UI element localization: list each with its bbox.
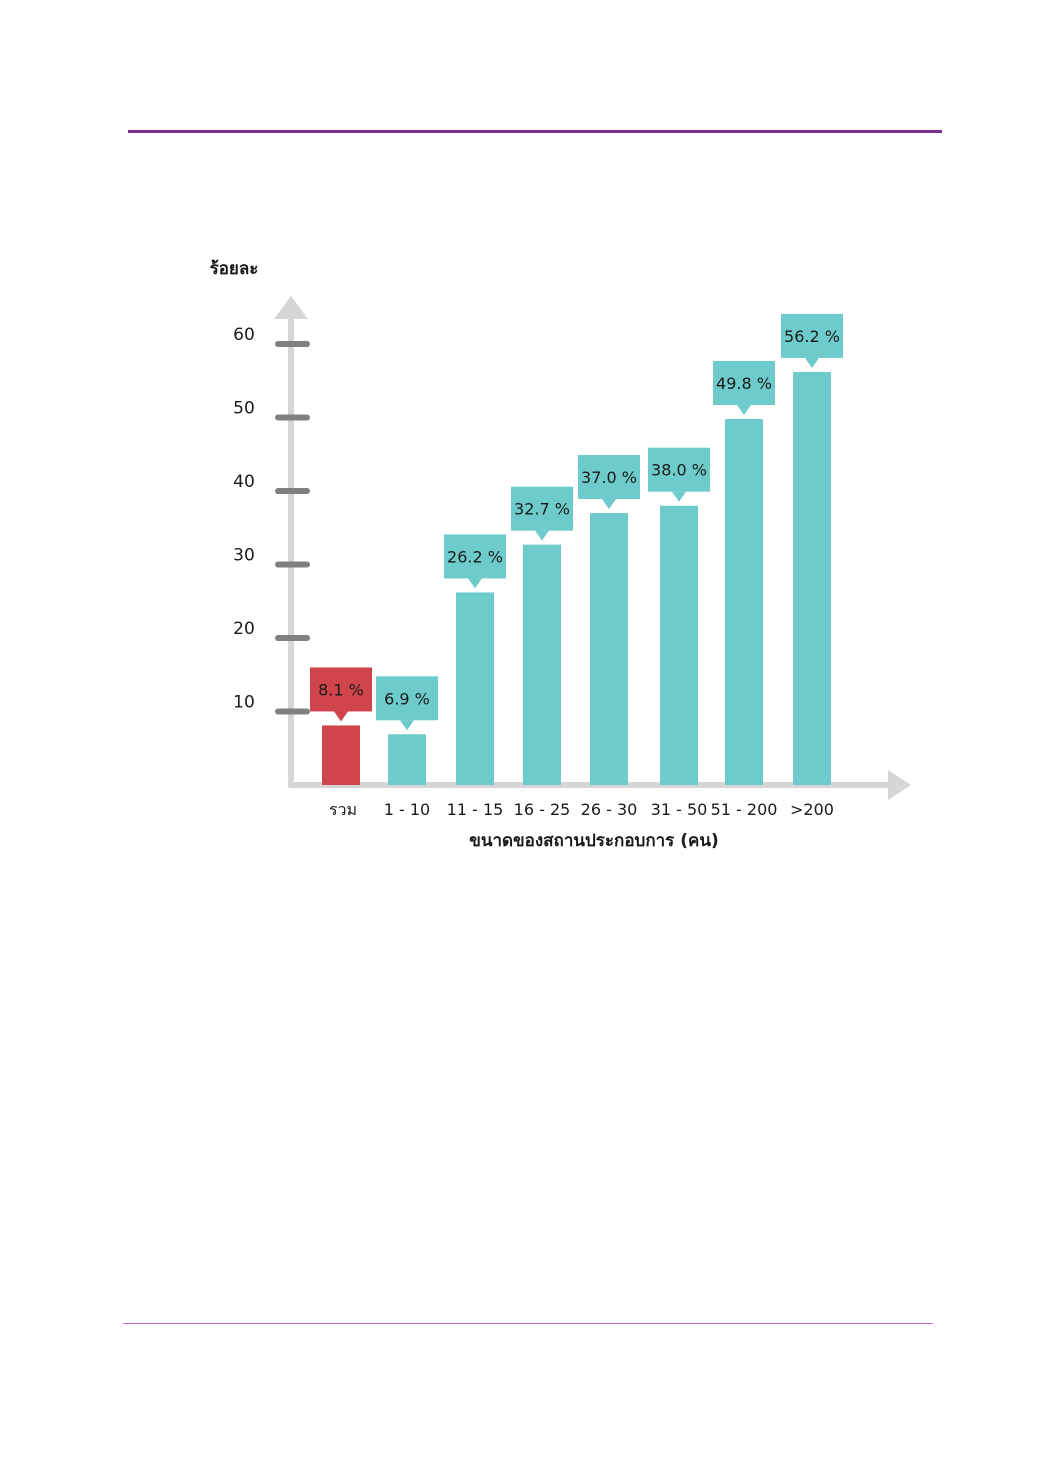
data-label: 38.0 % bbox=[648, 447, 710, 502]
category-label: 26 - 30 bbox=[581, 800, 638, 819]
data-label-text: 32.7 % bbox=[514, 500, 570, 519]
data-label-text: 56.2 % bbox=[784, 327, 840, 346]
data-label-box bbox=[713, 360, 775, 405]
bar bbox=[456, 592, 494, 785]
y-axis-title: ร้อยละ bbox=[210, 259, 259, 279]
bars bbox=[322, 371, 831, 785]
data-label-pointer bbox=[468, 578, 482, 589]
bar bbox=[590, 513, 628, 785]
category-label: 51 - 200 bbox=[711, 800, 778, 819]
bottom-rule bbox=[123, 1323, 933, 1324]
data-label-text: 8.1 % bbox=[318, 680, 364, 699]
data-label-pointer bbox=[602, 499, 616, 510]
data-label-text: 6.9 % bbox=[384, 689, 430, 708]
y-tick-label: 40 bbox=[233, 472, 255, 492]
bar bbox=[725, 418, 763, 785]
bar bbox=[523, 544, 561, 785]
data-label: 26.2 % bbox=[444, 534, 506, 589]
x-axis-arrow bbox=[888, 770, 911, 800]
data-label: 56.2 % bbox=[781, 313, 843, 368]
data-label-text: 38.0 % bbox=[651, 461, 707, 480]
data-label-box bbox=[781, 313, 843, 358]
data-label: 6.9 % bbox=[376, 676, 438, 731]
bar bbox=[322, 725, 360, 785]
data-label-box bbox=[648, 447, 710, 492]
data-label: 49.8 % bbox=[713, 360, 775, 415]
data-label-box bbox=[444, 534, 506, 579]
y-tick-label: 20 bbox=[233, 619, 255, 639]
x-axis-title: ขนาดของสถานประกอบการ (คน) bbox=[469, 831, 719, 851]
y-ticks: 10 20 30 40 50 60 bbox=[233, 325, 310, 715]
category-labels: รวม 1 - 10 11 - 15 16 - 25 26 - 30 31 - 50 51 … bbox=[329, 800, 834, 819]
data-label-box bbox=[310, 667, 372, 712]
data-labels: 8.1 % 6.9 % 26.2 % 32.7 % 37.0 % 38.0 % 49.8 %… bbox=[310, 313, 843, 731]
data-label-pointer bbox=[805, 357, 819, 368]
data-label-pointer bbox=[334, 711, 348, 722]
data-label-text: 37.0 % bbox=[581, 468, 637, 487]
category-label: 1 - 10 bbox=[384, 800, 430, 819]
data-label-box bbox=[376, 676, 438, 721]
data-label-pointer bbox=[737, 404, 751, 415]
data-label-box bbox=[511, 486, 573, 531]
y-tick-label: 60 bbox=[233, 325, 255, 345]
y-tick-label: 30 bbox=[233, 546, 255, 566]
data-label-text: 49.8 % bbox=[716, 374, 772, 393]
data-label-box bbox=[578, 455, 640, 500]
category-label: >200 bbox=[790, 800, 834, 819]
data-label: 37.0 % bbox=[578, 455, 640, 510]
category-label: 31 - 50 bbox=[651, 800, 708, 819]
category-label: 11 - 15 bbox=[447, 800, 504, 819]
y-tick-label: 50 bbox=[233, 399, 255, 419]
data-label: 32.7 % bbox=[511, 486, 573, 541]
bar bbox=[793, 371, 831, 785]
data-label: 8.1 % bbox=[310, 667, 372, 722]
top-rule bbox=[128, 130, 942, 133]
bar bbox=[660, 505, 698, 785]
data-label-text: 26.2 % bbox=[447, 547, 503, 566]
data-label-pointer bbox=[535, 530, 549, 541]
y-tick-label: 10 bbox=[233, 693, 255, 713]
data-label-pointer bbox=[400, 720, 414, 731]
category-label: รวม bbox=[329, 800, 357, 819]
y-axis-arrow bbox=[274, 296, 308, 319]
category-label: 16 - 25 bbox=[514, 800, 571, 819]
data-label-pointer bbox=[672, 491, 686, 502]
bar bbox=[388, 734, 426, 785]
